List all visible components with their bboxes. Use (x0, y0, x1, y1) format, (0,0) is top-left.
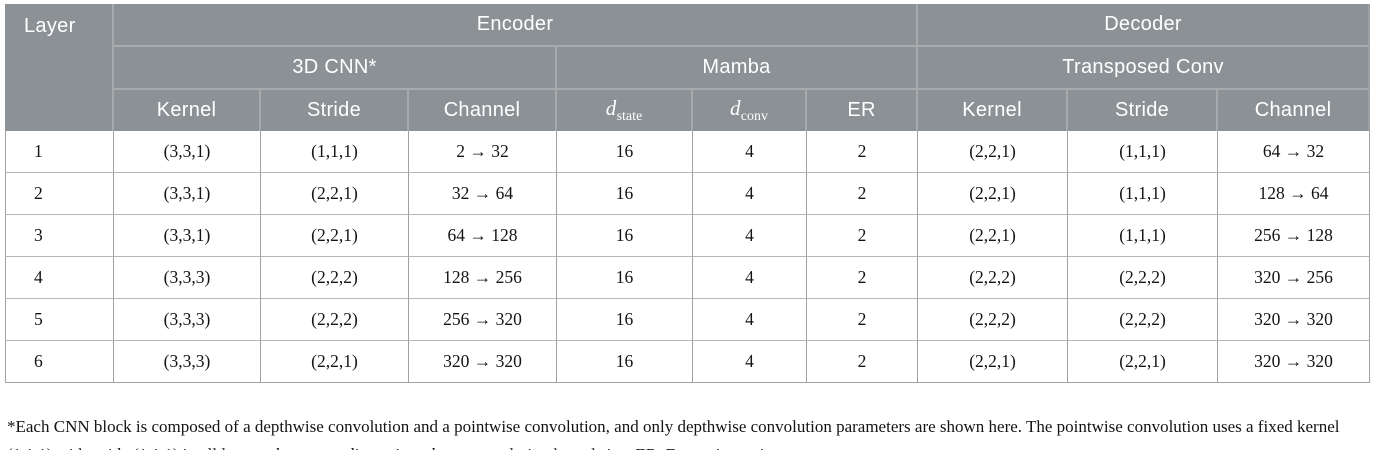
enc-stride-cell: (2,2,1) (261, 341, 409, 383)
enc-kernel-cell: (3,3,1) (114, 131, 261, 173)
column-header-mamba: Mamba (557, 47, 919, 90)
layer-cell: 1 (5, 131, 114, 173)
column-header-enc-kernel: Kernel (114, 90, 261, 131)
d-state-cell: 16 (557, 215, 693, 257)
dec-stride-cell: (2,2,2) (1068, 299, 1219, 341)
dec-channel-cell: 256 → 128 (1218, 215, 1371, 257)
d-conv-cell: 4 (693, 341, 807, 383)
dec-kernel-cell: (2,2,2) (918, 257, 1069, 299)
d-conv-symbol: d (729, 96, 741, 120)
d-conv-cell: 4 (693, 131, 807, 173)
d-conv-symbol: d (426, 445, 435, 450)
dec-stride-cell: (1,1,1) (1068, 173, 1219, 215)
layer-cell: 4 (5, 257, 114, 299)
column-header-er: ER (807, 90, 919, 131)
enc-stride-cell: (1,1,1) (261, 131, 409, 173)
dec-kernel-cell: (2,2,2) (918, 299, 1069, 341)
column-header-enc-stride: Stride (261, 90, 409, 131)
column-header-3d-cnn: 3D CNN* (114, 47, 557, 90)
architecture-table: Layer Encoder Decoder 3D CNN* Mamba Tran… (5, 4, 1371, 383)
enc-channel-cell: 320 → 320 (409, 341, 557, 383)
er-cell: 2 (807, 299, 919, 341)
d-state-subscript: state (616, 109, 643, 124)
enc-stride-cell: (2,2,2) (261, 299, 409, 341)
dec-channel-cell: 320 → 256 (1218, 257, 1371, 299)
d-state-cell: 16 (557, 131, 693, 173)
header-row-fields: Kernel Stride Channel dstate dconv ER Ke… (5, 90, 1371, 131)
header-row-subgroups: 3D CNN* Mamba Transposed Conv (5, 47, 1371, 90)
d-state-symbol: d (270, 445, 279, 450)
column-header-d-state: dstate (557, 90, 693, 131)
d-state-cell: 16 (557, 173, 693, 215)
enc-channel-cell: 256 → 320 (409, 299, 557, 341)
enc-kernel-cell: (3,3,3) (114, 341, 261, 383)
column-header-d-conv: dconv (693, 90, 807, 131)
dec-kernel-cell: (2,2,1) (918, 215, 1069, 257)
header-row-groups: Layer Encoder Decoder (5, 4, 1371, 131)
er-cell: 2 (807, 131, 919, 173)
table-header: Layer Encoder Decoder 3D CNN* Mamba Tran… (5, 4, 1371, 131)
table-row: 5 (3,3,3) (2,2,2) 256 → 320 16 4 2 (2,2,… (5, 299, 1371, 341)
d-conv-cell: 4 (693, 215, 807, 257)
table-row: 3 (3,3,1) (2,2,1) 64 → 128 16 4 2 (2,2,1… (5, 215, 1371, 257)
table-row: 6 (3,3,3) (2,2,1) 320 → 320 16 4 2 (2,2,… (5, 341, 1371, 383)
d-state-cell: 16 (557, 299, 693, 341)
enc-kernel-cell: (3,3,1) (114, 173, 261, 215)
enc-kernel-cell: (3,3,1) (114, 215, 261, 257)
d-conv-subscript: conv (740, 109, 769, 124)
er-cell: 2 (807, 173, 919, 215)
column-header-dec-channel: Channel (1218, 90, 1371, 131)
column-header-layer: Layer (5, 4, 114, 131)
enc-channel-cell: 64 → 128 (409, 215, 557, 257)
layer-cell: 5 (5, 299, 114, 341)
layer-cell: 3 (5, 215, 114, 257)
layer-cell: 2 (5, 173, 114, 215)
d-conv-cell: 4 (693, 257, 807, 299)
dec-kernel-cell: (2,2,1) (918, 341, 1069, 383)
enc-channel-cell: 32 → 64 (409, 173, 557, 215)
enc-kernel-cell: (3,3,3) (114, 299, 261, 341)
d-state-cell: 16 (557, 257, 693, 299)
dec-channel-cell: 64 → 32 (1218, 131, 1371, 173)
d-state-symbol: d (605, 96, 617, 120)
column-header-dec-stride: Stride (1068, 90, 1219, 131)
enc-stride-cell: (2,2,1) (261, 215, 409, 257)
footnote-text-3: : convolution kernel size; ER, Expansion… (459, 445, 777, 450)
footnote-text-1: *Each CNN block is composed of a depthwi… (7, 417, 1340, 450)
enc-stride-cell: (2,2,1) (261, 173, 409, 215)
enc-channel-cell: 2 → 32 (409, 131, 557, 173)
column-header-decoder: Decoder (918, 4, 1371, 47)
table-body: 1 (3,3,1) (1,1,1) 2 → 32 16 4 2 (2,2,1) … (5, 131, 1371, 383)
d-conv-cell: 4 (693, 173, 807, 215)
dec-stride-cell: (2,2,2) (1068, 257, 1219, 299)
footnote-text-2: : state dimension; (302, 445, 426, 450)
dec-stride-cell: (1,1,1) (1068, 215, 1219, 257)
er-cell: 2 (807, 257, 919, 299)
enc-stride-cell: (2,2,2) (261, 257, 409, 299)
column-header-encoder: Encoder (114, 4, 919, 47)
d-conv-cell: 4 (693, 299, 807, 341)
column-header-dec-kernel: Kernel (918, 90, 1069, 131)
enc-channel-cell: 128 → 256 (409, 257, 557, 299)
dec-kernel-cell: (2,2,1) (918, 131, 1069, 173)
d-state-cell: 16 (557, 341, 693, 383)
dec-channel-cell: 128 → 64 (1218, 173, 1371, 215)
column-header-enc-channel: Channel (409, 90, 557, 131)
column-header-transposed-conv: Transposed Conv (918, 47, 1371, 90)
dec-stride-cell: (2,2,1) (1068, 341, 1219, 383)
enc-kernel-cell: (3,3,3) (114, 257, 261, 299)
dec-stride-cell: (1,1,1) (1068, 131, 1219, 173)
er-cell: 2 (807, 215, 919, 257)
layer-cell: 6 (5, 341, 114, 383)
table-row: 4 (3,3,3) (2,2,2) 128 → 256 16 4 2 (2,2,… (5, 257, 1371, 299)
table-row: 2 (3,3,1) (2,2,1) 32 → 64 16 4 2 (2,2,1)… (5, 173, 1371, 215)
dec-kernel-cell: (2,2,1) (918, 173, 1069, 215)
er-cell: 2 (807, 341, 919, 383)
table-row: 1 (3,3,1) (1,1,1) 2 → 32 16 4 2 (2,2,1) … (5, 131, 1371, 173)
dec-channel-cell: 320 → 320 (1218, 299, 1371, 341)
dec-channel-cell: 320 → 320 (1218, 341, 1371, 383)
table-footnote: *Each CNN block is composed of a depthwi… (7, 413, 1367, 450)
